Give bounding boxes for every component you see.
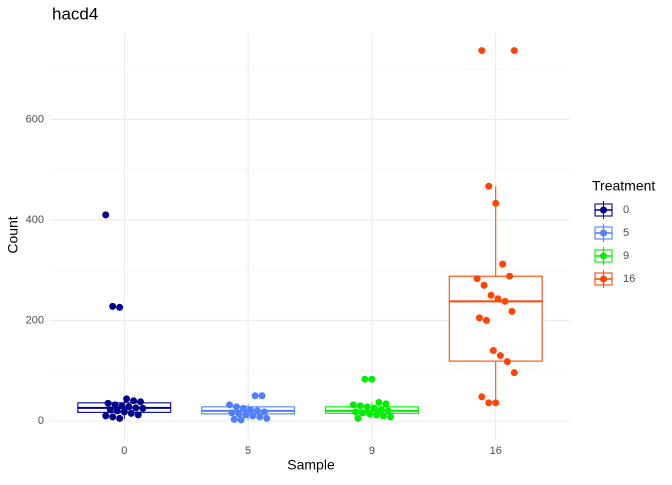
point: [366, 410, 374, 418]
point: [239, 404, 247, 412]
point: [386, 413, 394, 421]
x-tick-label: 0: [121, 445, 127, 457]
legend-key-point: [600, 206, 607, 214]
point: [256, 413, 264, 421]
point: [230, 415, 238, 423]
point: [263, 414, 271, 422]
point: [354, 414, 362, 422]
point: [485, 399, 493, 407]
point: [134, 411, 142, 419]
chart-title: hacd4: [52, 4, 98, 23]
point: [384, 407, 392, 415]
point: [118, 402, 126, 410]
legend-key-point: [600, 252, 607, 260]
point: [246, 406, 254, 414]
point: [496, 352, 504, 360]
point: [104, 399, 112, 407]
point: [139, 404, 147, 412]
point: [506, 272, 514, 280]
point: [260, 408, 268, 416]
legend-label: 0: [623, 204, 629, 216]
point: [251, 392, 259, 400]
point: [132, 404, 140, 412]
point: [499, 260, 507, 268]
box: [448, 275, 543, 362]
point: [494, 295, 502, 303]
point: [492, 199, 500, 207]
point: [116, 303, 124, 311]
point: [380, 412, 388, 420]
point: [123, 395, 131, 403]
point: [116, 414, 124, 422]
point: [127, 409, 135, 417]
legend-label: 9: [623, 250, 629, 262]
point: [370, 404, 378, 412]
point: [111, 401, 119, 409]
legend-title: Treatment: [592, 178, 655, 194]
legend-label: 5: [623, 227, 629, 239]
point: [258, 392, 266, 400]
point: [232, 403, 240, 411]
point: [489, 347, 497, 355]
point: [478, 393, 486, 401]
point: [349, 401, 357, 409]
point: [377, 406, 385, 414]
point: [237, 416, 245, 424]
y-axis-label: Count: [5, 216, 21, 253]
point: [382, 400, 390, 408]
point: [492, 399, 500, 407]
point: [478, 47, 486, 55]
legend-key-point: [600, 229, 607, 237]
point: [102, 412, 110, 420]
x-tick-label: 9: [369, 445, 375, 457]
point: [113, 407, 121, 415]
point: [102, 211, 110, 219]
point: [473, 275, 481, 283]
legend-label: 16: [623, 273, 635, 285]
point: [487, 291, 495, 299]
point: [375, 398, 383, 406]
point: [106, 406, 114, 414]
point: [120, 408, 128, 416]
point: [363, 403, 371, 411]
point: [475, 314, 483, 322]
point: [510, 47, 518, 55]
point: [480, 281, 488, 289]
point: [253, 407, 261, 415]
point: [361, 375, 369, 383]
x-tick-label: 16: [490, 445, 502, 457]
point: [242, 411, 250, 419]
point: [249, 412, 257, 420]
point: [228, 409, 236, 417]
y-tick-label: 200: [26, 314, 44, 326]
point: [510, 369, 518, 377]
point: [226, 401, 234, 409]
point: [356, 402, 364, 410]
y-tick-label: 600: [26, 113, 44, 125]
point: [125, 403, 133, 411]
x-axis-label: Sample: [287, 457, 335, 473]
point: [503, 358, 511, 366]
point: [501, 297, 509, 305]
legend-key-point: [600, 275, 607, 283]
point: [130, 397, 138, 405]
y-tick-label: 400: [26, 214, 44, 226]
point: [482, 316, 490, 324]
point: [373, 411, 381, 419]
point: [485, 182, 493, 190]
point: [368, 375, 376, 383]
point: [109, 413, 117, 421]
point: [359, 409, 367, 417]
point: [508, 307, 516, 315]
point: [137, 398, 145, 406]
y-tick-label: 0: [38, 415, 44, 427]
point: [109, 302, 117, 310]
point: [235, 410, 243, 418]
x-tick-label: 5: [245, 445, 251, 457]
point: [352, 408, 360, 416]
